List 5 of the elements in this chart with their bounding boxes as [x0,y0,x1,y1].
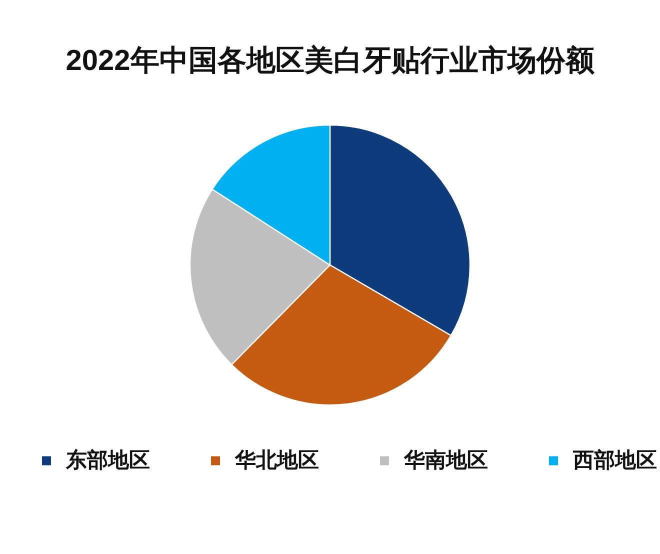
legend-label: 东部地区 [65,448,150,472]
chart-title: 2022年中国各地区美白牙贴行业市场份额 [66,44,596,77]
legend-label: 西部地区 [572,448,657,472]
legend-label: 华南地区 [403,448,488,472]
legend-label: 华北地区 [234,448,319,472]
